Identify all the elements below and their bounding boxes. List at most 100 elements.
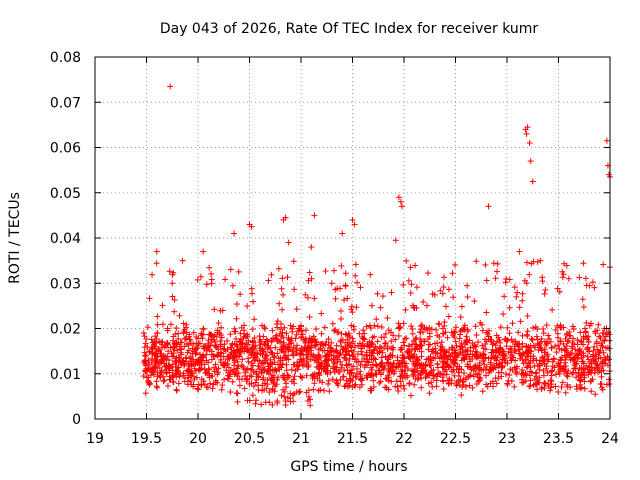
data-point (221, 341, 228, 348)
data-point (343, 377, 350, 384)
data-point (337, 308, 344, 315)
data-point (494, 260, 501, 267)
data-point (320, 387, 327, 394)
data-point (378, 324, 385, 331)
data-point (222, 276, 229, 283)
data-point (342, 351, 349, 358)
data-point (170, 344, 177, 351)
data-point (429, 383, 436, 390)
data-point (302, 291, 309, 298)
data-point (555, 388, 562, 395)
data-point (354, 365, 361, 372)
data-point (584, 366, 591, 373)
data-point (234, 398, 241, 405)
y-axis-label: ROTI / TECUs (7, 192, 23, 284)
data-point (298, 327, 305, 334)
data-point (514, 289, 521, 296)
data-point (597, 335, 604, 342)
data-point (588, 388, 595, 395)
data-point (504, 381, 511, 388)
data-point (402, 306, 409, 313)
data-point (315, 356, 322, 363)
data-point (573, 383, 580, 390)
data-point (493, 357, 500, 364)
x-tick-label: 19 (86, 431, 104, 447)
data-point (507, 354, 514, 361)
data-point (498, 373, 505, 380)
data-point (468, 366, 475, 373)
data-point (424, 326, 431, 333)
data-point (334, 380, 341, 387)
data-point (551, 364, 558, 371)
data-point (458, 303, 465, 310)
data-point (218, 332, 225, 339)
data-point (277, 326, 284, 333)
data-point (579, 358, 586, 365)
data-point (243, 375, 250, 382)
data-point (331, 327, 338, 334)
data-point (313, 364, 320, 371)
data-point (282, 354, 289, 361)
y-tick-label: 0.06 (50, 141, 81, 157)
data-point (259, 346, 266, 353)
data-point (171, 308, 178, 315)
data-point (524, 332, 531, 339)
data-point (486, 333, 493, 340)
data-point (594, 346, 601, 353)
data-point (301, 336, 308, 343)
data-point (253, 354, 260, 361)
data-point (194, 276, 201, 283)
data-point (308, 244, 315, 251)
data-point (249, 326, 256, 333)
data-point (471, 298, 478, 305)
data-point (526, 271, 533, 278)
data-point (250, 383, 257, 390)
data-point (349, 335, 356, 342)
data-point (143, 336, 150, 343)
data-point (519, 297, 526, 304)
data-point (542, 380, 549, 387)
data-point (259, 364, 266, 371)
data-point (569, 323, 576, 330)
data-point (284, 274, 291, 281)
data-point (575, 350, 582, 357)
data-point (265, 371, 272, 378)
data-point (194, 385, 201, 392)
data-point (408, 281, 415, 288)
data-point (580, 304, 587, 311)
data-point (206, 264, 213, 271)
data-point (206, 331, 213, 338)
data-point (248, 360, 255, 367)
data-point (285, 239, 292, 246)
data-point (224, 337, 231, 344)
y-tick-labels: 0 0.01 0.02 0.03 0.04 0.05 0.06 0.07 0.08 (50, 50, 81, 428)
data-point (392, 237, 399, 244)
data-point (421, 338, 428, 345)
data-point (511, 284, 518, 291)
data-point (400, 339, 407, 346)
data-point (181, 375, 188, 382)
data-point (479, 388, 486, 395)
data-point (361, 364, 368, 371)
data-point (338, 262, 345, 269)
x-tick-label: 22.5 (440, 431, 471, 447)
data-point (200, 325, 207, 332)
y-tick-label: 0.01 (50, 367, 81, 383)
data-point (587, 378, 594, 385)
data-point (249, 392, 256, 399)
data-point (408, 392, 415, 399)
data-point (462, 346, 469, 353)
data-point (580, 335, 587, 342)
data-point (400, 281, 407, 288)
data-point (540, 330, 547, 337)
data-point (325, 335, 332, 342)
data-point (418, 367, 425, 374)
data-point (557, 366, 564, 373)
data-point (575, 370, 582, 377)
chart-title: Day 043 of 2026, Rate Of TEC Index for r… (160, 21, 539, 37)
data-point (410, 337, 417, 344)
data-point (393, 363, 400, 370)
data-point (599, 386, 606, 393)
data-point (548, 372, 555, 379)
data-point (600, 261, 607, 268)
